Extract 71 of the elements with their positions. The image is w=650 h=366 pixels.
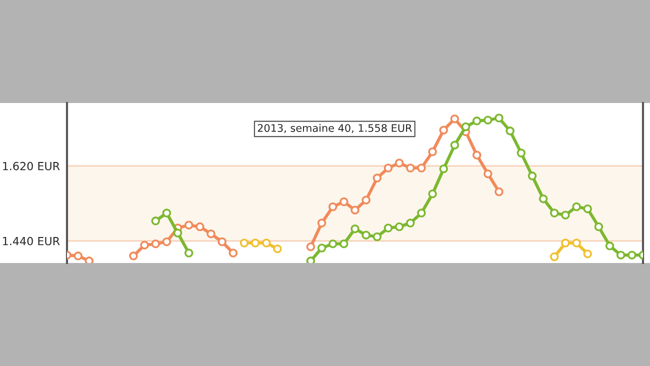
- point: [306, 242, 316, 252]
- point: [494, 187, 504, 196]
- point: [472, 116, 482, 126]
- point: [372, 232, 382, 242]
- point: [173, 228, 182, 238]
- point: [616, 250, 626, 260]
- point: [317, 244, 326, 252]
- point: [262, 238, 271, 248]
- point: [439, 164, 448, 174]
- point: [162, 237, 172, 246]
- point: [350, 224, 360, 234]
- point: [151, 239, 160, 248]
- point: [538, 194, 548, 204]
- annotation: 2013, semaine 40, 1.558 EUR: [258, 124, 412, 134]
- point: [550, 208, 559, 218]
- point: [328, 239, 338, 248]
- point: [484, 169, 492, 178]
- point: [417, 164, 426, 172]
- point: [350, 206, 360, 214]
- point: [384, 164, 393, 172]
- point: [450, 114, 460, 124]
- point: [561, 210, 570, 220]
- point: [628, 250, 636, 260]
- point: [583, 249, 592, 258]
- point: [494, 114, 504, 122]
- point: [450, 140, 460, 150]
- point: [550, 252, 559, 262]
- point: [218, 237, 226, 246]
- point: [74, 252, 82, 260]
- point: [162, 208, 172, 218]
- point: [340, 239, 348, 248]
- point: [129, 252, 138, 260]
- point: [506, 126, 514, 136]
- point: [394, 222, 404, 232]
- point: [151, 216, 160, 226]
- point: [340, 197, 348, 206]
- point: [461, 122, 470, 132]
- point: [528, 172, 537, 180]
- point: [196, 222, 204, 232]
- point: [439, 126, 448, 134]
- y-tick-label: 1.620 EUR: [3, 162, 60, 170]
- point: [362, 230, 370, 240]
- point: [328, 202, 338, 212]
- point: [484, 116, 492, 124]
- point: [572, 238, 581, 248]
- point: [406, 164, 415, 172]
- point: [417, 208, 426, 218]
- point: [572, 202, 581, 212]
- point: [605, 242, 614, 250]
- y-tick-label: 1.440 EUR: [3, 236, 60, 246]
- point: [428, 189, 437, 198]
- point: [184, 248, 194, 258]
- point: [516, 148, 526, 158]
- point: [184, 220, 194, 230]
- point: [140, 240, 149, 250]
- point: [561, 238, 570, 248]
- point: [228, 248, 238, 258]
- point: [583, 204, 592, 214]
- point: [472, 150, 482, 160]
- point: [362, 196, 370, 204]
- point: [428, 147, 437, 156]
- point: [594, 222, 604, 232]
- point: [273, 244, 282, 254]
- point: [406, 218, 415, 228]
- point: [206, 229, 216, 238]
- point: [250, 238, 260, 248]
- point: [372, 174, 382, 182]
- point: [384, 224, 393, 232]
- point: [317, 218, 326, 228]
- point: [240, 238, 249, 248]
- point: [394, 158, 404, 168]
